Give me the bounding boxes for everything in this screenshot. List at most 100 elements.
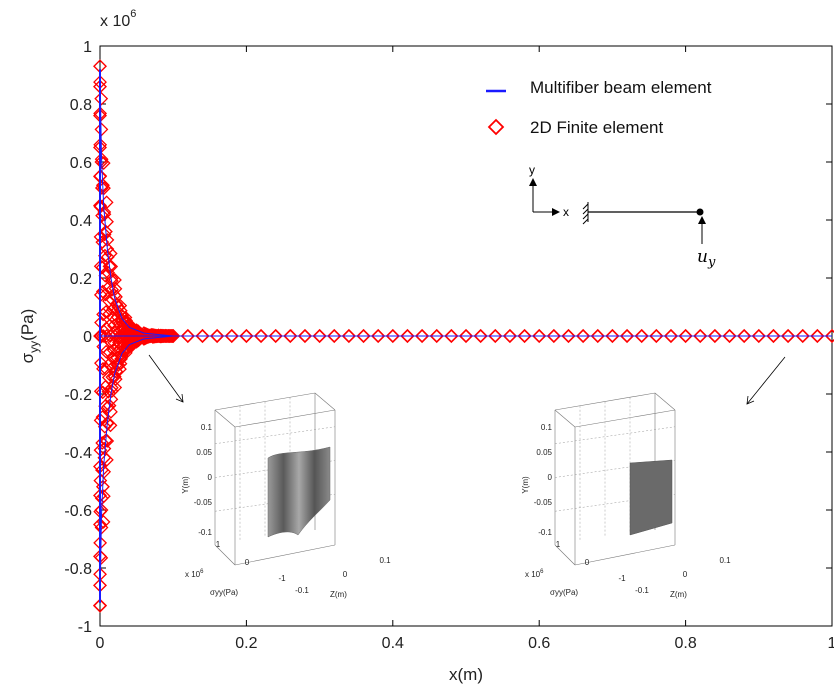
x-tick-label: 1 xyxy=(828,635,834,652)
x-tick-label: 0.6 xyxy=(528,635,550,652)
schematic-load-sub: y xyxy=(707,255,716,270)
fe-point xyxy=(429,328,444,344)
inset-y-tick-label: -0.1 xyxy=(198,528,212,537)
fe-point xyxy=(108,372,123,387)
inset-z-tick-label: 0 xyxy=(683,570,688,579)
inset-surface xyxy=(267,446,331,538)
inset-y-tick-label: 0 xyxy=(208,473,213,482)
fe-point xyxy=(693,328,708,344)
fe-point xyxy=(103,246,118,261)
schematic-load-arrowhead xyxy=(698,216,706,224)
fe-point xyxy=(100,434,115,448)
fe-point xyxy=(590,328,605,344)
inset-y-label: Y(m) xyxy=(521,476,530,494)
inset-frame xyxy=(654,392,676,411)
inset-frame xyxy=(234,544,336,566)
schematic-y-label: y xyxy=(529,163,535,177)
fe-point xyxy=(737,328,752,344)
legend-marker-fe xyxy=(487,118,505,136)
inset-y-tick-label: 0.1 xyxy=(541,423,553,432)
inset-x-multiplier-exp: 6 xyxy=(540,569,544,575)
inset-x-multiplier: x 106 xyxy=(525,569,544,579)
inset-frame xyxy=(554,392,656,411)
legend-label-fe: 2D Finite element xyxy=(530,118,664,137)
fe-point xyxy=(103,418,118,433)
inset-x-multiplier-base: x 10 xyxy=(185,570,201,579)
inset-y-tick-label: 0 xyxy=(548,473,553,482)
fe-point xyxy=(105,282,119,297)
y-tick-label: 0.6 xyxy=(70,155,92,172)
inset-frame xyxy=(214,544,236,566)
inset-surface xyxy=(629,459,673,536)
fe-point xyxy=(100,416,115,431)
fe-point xyxy=(414,328,430,344)
fe-point xyxy=(722,328,737,344)
fe-point xyxy=(108,281,123,296)
inset-x-tick-label: 0 xyxy=(585,558,590,567)
y-tick-label: 0.2 xyxy=(70,271,92,288)
inset-y-tick-label: -0.05 xyxy=(194,498,213,507)
inset-x-tick-label: 1 xyxy=(556,540,561,549)
fe-point xyxy=(239,328,254,344)
fe-point xyxy=(473,328,488,344)
fe-point xyxy=(104,392,119,407)
inset-pointer-left xyxy=(148,354,184,403)
y-tick-label: -0.8 xyxy=(64,561,92,578)
inset-pointer-right xyxy=(746,356,786,405)
schematic-beam-tip xyxy=(696,208,704,216)
y-multiplier-exp: 6 xyxy=(130,8,136,20)
fe-point xyxy=(649,328,664,344)
inset-z-tick-label: 0.1 xyxy=(719,556,731,565)
inset-x-multiplier-base: x 10 xyxy=(525,570,541,579)
inset-y-tick-label: 0.05 xyxy=(536,448,552,457)
fe-point xyxy=(312,328,327,344)
fe-point xyxy=(99,305,113,319)
fe-point xyxy=(93,598,107,613)
fe-point xyxy=(751,328,766,344)
legend: Multifiber beam element 2D Finite elemen… xyxy=(486,78,712,137)
fe-point xyxy=(458,328,474,344)
y-tick-label: 0.4 xyxy=(70,213,92,230)
fe-point xyxy=(546,328,561,344)
fe-point xyxy=(371,328,386,344)
series-beam xyxy=(99,69,832,603)
y-multiplier-base: x 10 xyxy=(100,13,130,30)
inset-frame xyxy=(554,544,576,566)
inset-y-tick-label: -0.05 xyxy=(534,498,553,507)
inset-y-tick-label: 0.05 xyxy=(196,448,212,457)
fe-point xyxy=(663,328,679,344)
y-axis-label-sub: yy xyxy=(27,341,41,353)
fe-point xyxy=(327,328,342,344)
fe-point xyxy=(488,328,503,344)
fe-point xyxy=(94,91,109,106)
fe-point xyxy=(195,328,210,344)
fe-point xyxy=(283,328,298,344)
fe-point xyxy=(104,404,118,419)
fe-point xyxy=(95,208,110,223)
fe-point xyxy=(400,328,415,344)
inset-frame xyxy=(234,409,336,428)
inset-z-tick-label: -0.1 xyxy=(295,586,309,595)
beam-schematic: y x uy xyxy=(529,163,716,270)
inset-z-tick-label: -0.1 xyxy=(635,586,649,595)
fe-point xyxy=(824,328,834,344)
fe-point xyxy=(108,380,123,395)
inset-x-tick-label: -1 xyxy=(618,574,626,583)
fe-point xyxy=(619,328,635,344)
fe-point xyxy=(100,250,115,264)
inset-frame xyxy=(214,409,236,428)
fe-point xyxy=(795,328,810,344)
fe-point xyxy=(109,357,124,372)
fe-point xyxy=(94,181,109,195)
fe-point xyxy=(502,328,518,344)
fe-point xyxy=(99,452,114,467)
y-axis-label-unit: (Pa) xyxy=(18,309,37,341)
fe-point xyxy=(268,328,283,344)
fe-point xyxy=(517,328,532,344)
schematic-load-main: u xyxy=(697,247,708,267)
inset-z-label: Z(m) xyxy=(330,590,347,599)
fe-point xyxy=(99,344,114,359)
inset-x-tick-label: -1 xyxy=(278,574,286,583)
x-tick-label: 0.8 xyxy=(674,635,696,652)
